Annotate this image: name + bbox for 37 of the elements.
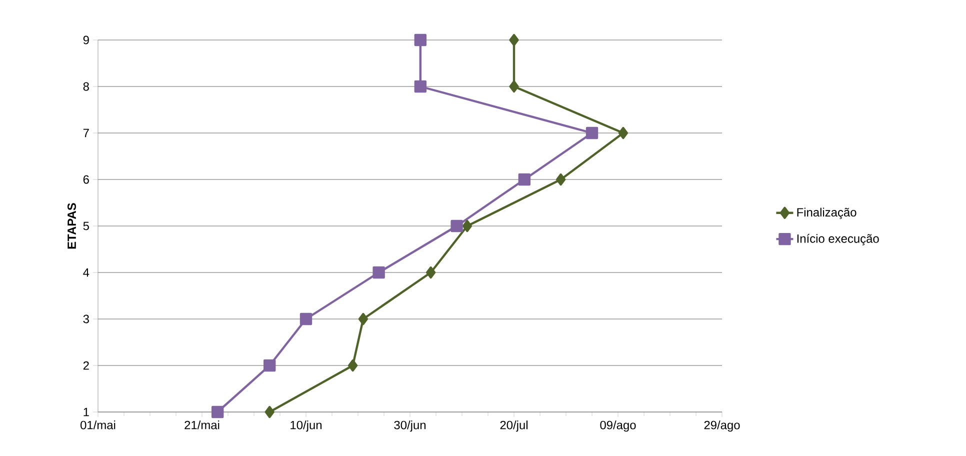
- x-tick-label: 10/jun: [290, 420, 322, 432]
- x-tick-label: 30/jun: [394, 420, 426, 432]
- point: [426, 266, 436, 279]
- x-tick-label: 29/ago: [704, 420, 740, 432]
- point: [212, 406, 224, 418]
- point: [618, 126, 628, 140]
- point: [450, 220, 463, 232]
- y-axis-title: ETAPAS: [68, 203, 76, 249]
- y-tick-label: 7: [83, 128, 89, 138]
- x-tick-label: 20/jul: [500, 420, 528, 432]
- point: [518, 173, 530, 186]
- point: [586, 126, 598, 140]
- point: [264, 359, 276, 372]
- point: [414, 34, 426, 46]
- y-tick-label: 2: [83, 361, 89, 370]
- y-tick-label: 9: [83, 36, 89, 44]
- y-tick-label: 4: [83, 268, 90, 277]
- x-tick-label: 21/mai: [184, 420, 220, 430]
- point: [462, 220, 472, 232]
- y-tick-label: 8: [83, 82, 89, 91]
- x-tick-label: 09/ago: [600, 420, 636, 432]
- point: [556, 173, 566, 186]
- y-tick-label: 5: [83, 222, 89, 230]
- point: [509, 34, 519, 46]
- legend-label: Finalização: [797, 208, 856, 219]
- point: [264, 406, 274, 418]
- y-tick-label: 3: [83, 314, 89, 324]
- point: [414, 80, 426, 93]
- point: [509, 80, 519, 93]
- legend-label: Início execução: [797, 234, 879, 246]
- point: [372, 266, 385, 279]
- y-tick-label: 1: [84, 408, 89, 416]
- point: [358, 312, 368, 326]
- x-tick-label: 01/mai: [80, 420, 116, 430]
- point: [348, 359, 358, 372]
- y-tick-label: 6: [83, 175, 89, 184]
- point: [300, 312, 312, 326]
